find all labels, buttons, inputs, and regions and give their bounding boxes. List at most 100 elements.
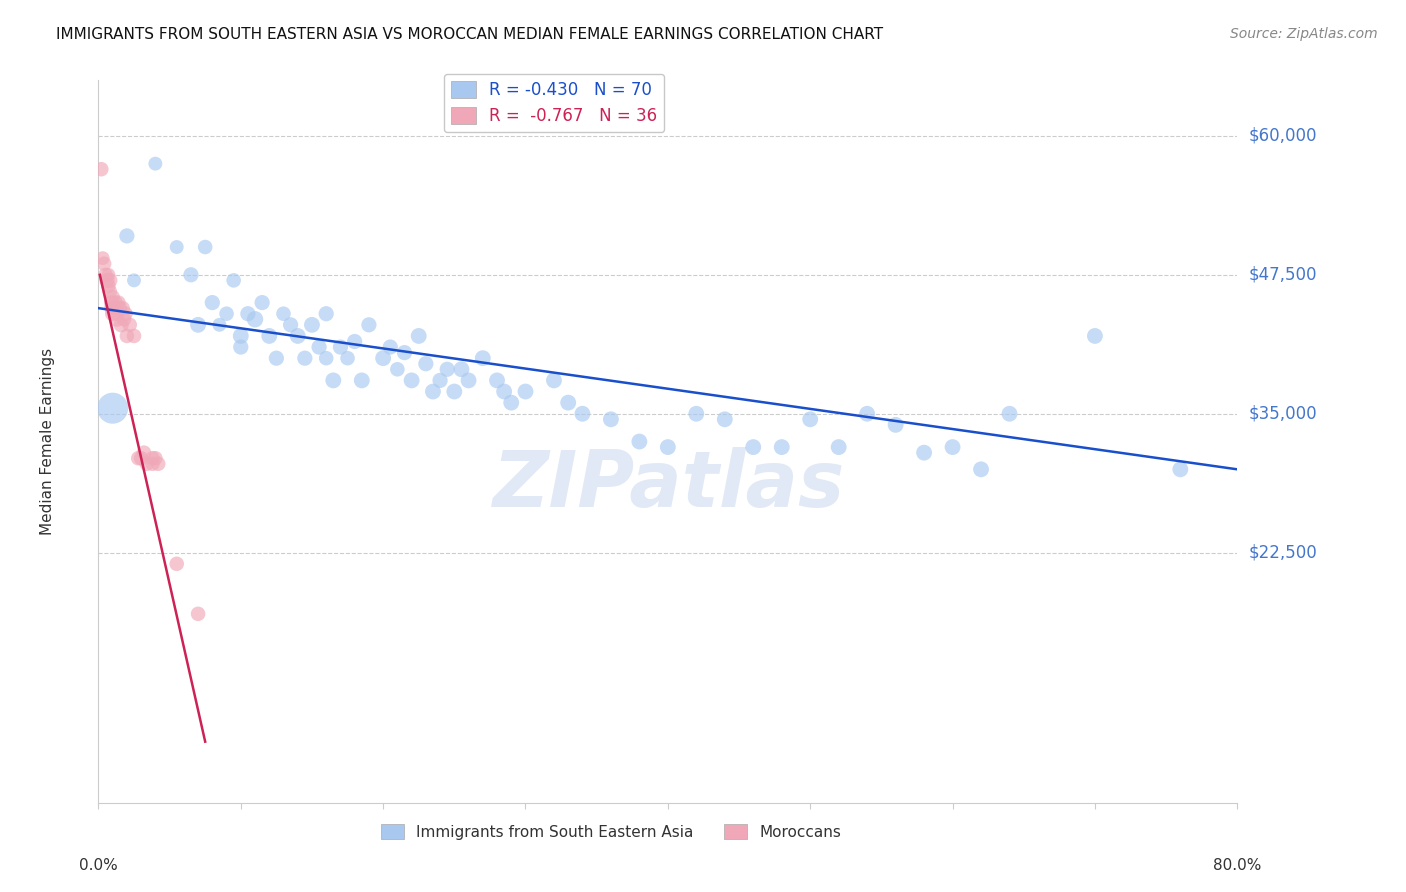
Point	[201, 295, 224, 310]
Point	[90, 162, 112, 177]
Point	[91, 251, 114, 265]
Point	[273, 307, 295, 321]
Point	[222, 273, 245, 287]
Point	[145, 156, 167, 170]
Point	[322, 373, 344, 387]
Point	[98, 273, 121, 287]
Point	[380, 340, 402, 354]
Point	[132, 445, 155, 459]
Point	[115, 329, 138, 343]
Point	[148, 457, 170, 471]
Point	[408, 329, 430, 343]
Text: ZIPatlas: ZIPatlas	[492, 447, 844, 523]
Point	[336, 351, 359, 366]
Point	[141, 451, 163, 466]
Point	[714, 412, 737, 426]
Point	[308, 340, 330, 354]
Point	[856, 407, 879, 421]
Point	[194, 240, 217, 254]
Point	[104, 295, 127, 310]
Point	[912, 445, 935, 459]
Point	[236, 307, 259, 321]
Point	[105, 312, 128, 326]
Point	[457, 373, 479, 387]
Point	[942, 440, 965, 454]
Text: Source: ZipAtlas.com: Source: ZipAtlas.com	[1230, 27, 1378, 41]
Point	[422, 384, 444, 399]
Point	[436, 362, 458, 376]
Point	[166, 240, 188, 254]
Point	[229, 340, 252, 354]
Point	[287, 329, 309, 343]
Point	[266, 351, 288, 366]
Point	[94, 268, 117, 282]
Point	[301, 318, 323, 332]
Point	[501, 395, 523, 409]
Point	[259, 329, 281, 343]
Point	[100, 301, 122, 315]
Point	[101, 307, 124, 321]
Point	[443, 384, 465, 399]
Point	[450, 362, 472, 376]
Point	[98, 285, 121, 299]
Text: IMMIGRANTS FROM SOUTH EASTERN ASIA VS MOROCCAN MEDIAN FEMALE EARNINGS CORRELATIO: IMMIGRANTS FROM SOUTH EASTERN ASIA VS MO…	[56, 27, 883, 42]
Point	[471, 351, 494, 366]
Point	[657, 440, 679, 454]
Point	[799, 412, 821, 426]
Point	[394, 345, 416, 359]
Point	[742, 440, 765, 454]
Point	[685, 407, 707, 421]
Point	[998, 407, 1021, 421]
Point	[357, 318, 380, 332]
Point	[429, 373, 451, 387]
Point	[401, 373, 423, 387]
Point	[486, 373, 509, 387]
Point	[243, 312, 266, 326]
Point	[101, 290, 124, 304]
Point	[373, 351, 395, 366]
Point	[294, 351, 316, 366]
Text: $35,000: $35,000	[1249, 405, 1317, 423]
Point	[884, 417, 907, 432]
Point	[108, 301, 131, 315]
Point	[828, 440, 851, 454]
Point	[187, 318, 209, 332]
Point	[166, 557, 188, 571]
Point	[571, 407, 593, 421]
Point	[101, 401, 124, 416]
Legend: Immigrants from South Eastern Asia, Moroccans: Immigrants from South Eastern Asia, Moro…	[375, 818, 846, 846]
Point	[111, 301, 134, 315]
Point	[141, 457, 163, 471]
Point	[107, 295, 129, 310]
Text: $47,500: $47,500	[1249, 266, 1317, 284]
Point	[1170, 462, 1192, 476]
Point	[112, 312, 135, 326]
Point	[229, 329, 252, 343]
Point	[180, 268, 202, 282]
Text: Median Female Earnings: Median Female Earnings	[39, 348, 55, 535]
Point	[122, 273, 145, 287]
Point	[135, 457, 157, 471]
Point	[415, 357, 437, 371]
Point	[250, 295, 273, 310]
Point	[100, 295, 122, 310]
Point	[96, 273, 118, 287]
Point	[127, 451, 149, 466]
Point	[208, 318, 231, 332]
Point	[1084, 329, 1107, 343]
Point	[215, 307, 238, 321]
Point	[114, 307, 136, 321]
Point	[105, 307, 128, 321]
Point	[628, 434, 651, 449]
Text: $22,500: $22,500	[1249, 544, 1317, 562]
Point	[543, 373, 565, 387]
Point	[93, 257, 115, 271]
Point	[315, 307, 337, 321]
Text: 80.0%: 80.0%	[1213, 858, 1261, 873]
Point	[129, 451, 152, 466]
Point	[187, 607, 209, 621]
Point	[145, 451, 167, 466]
Point	[280, 318, 302, 332]
Point	[343, 334, 366, 349]
Point	[494, 384, 516, 399]
